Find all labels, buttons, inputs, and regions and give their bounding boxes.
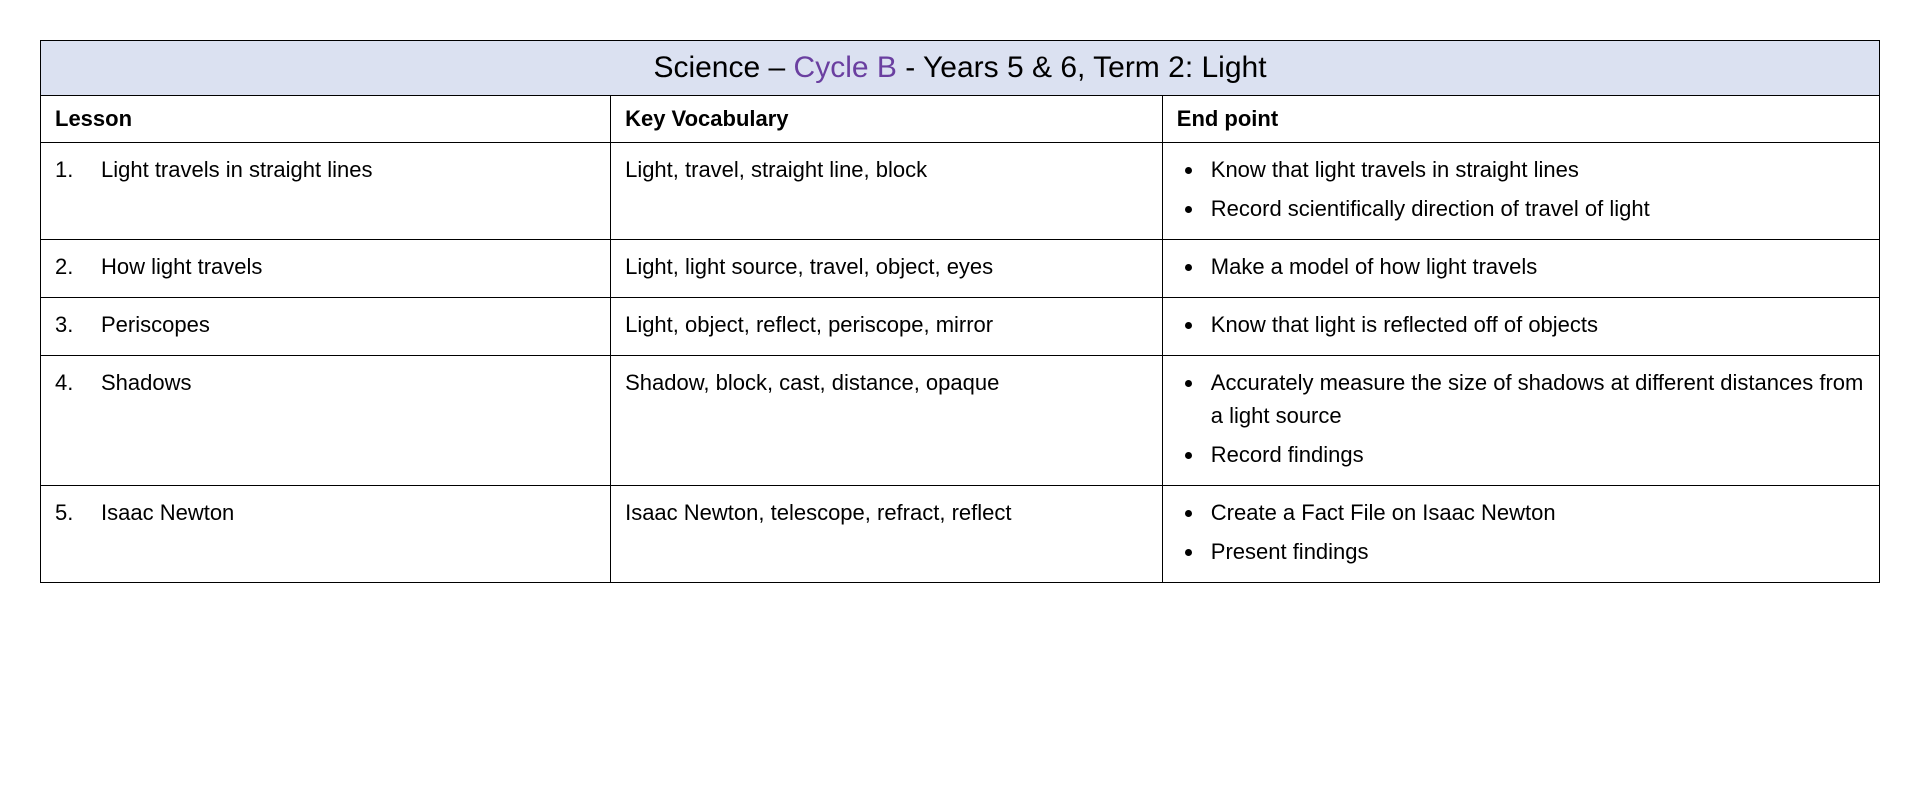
lesson-title: Shadows	[101, 366, 192, 399]
table-row: 5. Isaac Newton Isaac Newton, telescope, r…	[41, 486, 1880, 583]
endpoint-item: Know that light is reflected off of obje…	[1205, 308, 1865, 341]
lesson-title: How light travels	[101, 250, 262, 283]
endpoint-list: Know that light is reflected off of obje…	[1177, 308, 1865, 341]
endpoint-cell: Know that light travels in straight line…	[1162, 143, 1879, 240]
table-row: 2. How light travels Light, light source, …	[41, 240, 1880, 298]
lesson-cell: 4. Shadows	[41, 356, 611, 486]
endpoint-cell: Create a Fact File on Isaac Newton Presen…	[1162, 486, 1879, 583]
vocab-cell: Light, travel, straight line, block	[611, 143, 1163, 240]
title-suffix: - Years 5 & 6, Term 2: Light	[897, 51, 1267, 84]
endpoint-item: Create a Fact File on Isaac Newton	[1205, 496, 1865, 529]
column-header-lesson: Lesson	[41, 96, 611, 143]
curriculum-table: Science – Cycle B - Years 5 & 6, Term 2:…	[40, 40, 1880, 583]
lesson-cell: 2. How light travels	[41, 240, 611, 298]
table-row: 1. Light travels in straight lines Light, …	[41, 143, 1880, 240]
table-row: 4. Shadows Shadow, block, cast, distance, …	[41, 356, 1880, 486]
endpoint-list: Know that light travels in straight line…	[1177, 153, 1865, 225]
lesson-number: 5.	[55, 496, 83, 529]
lesson-number: 1.	[55, 153, 83, 186]
vocab-cell: Shadow, block, cast, distance, opaque	[611, 356, 1163, 486]
lesson-number: 3.	[55, 308, 83, 341]
column-header-vocab: Key Vocabulary	[611, 96, 1163, 143]
lesson-title: Light travels in straight lines	[101, 153, 372, 186]
endpoint-cell: Make a model of how light travels	[1162, 240, 1879, 298]
endpoint-item: Know that light travels in straight line…	[1205, 153, 1865, 186]
lesson-title: Isaac Newton	[101, 496, 234, 529]
table-title: Science – Cycle B - Years 5 & 6, Term 2:…	[41, 41, 1880, 96]
table-title-row: Science – Cycle B - Years 5 & 6, Term 2:…	[41, 41, 1880, 96]
lesson-number: 2.	[55, 250, 83, 283]
lesson-number: 4.	[55, 366, 83, 399]
endpoint-item: Record scientifically direction of trave…	[1205, 192, 1865, 225]
endpoint-item: Accurately measure the size of shadows a…	[1205, 366, 1865, 432]
lesson-cell: 1. Light travels in straight lines	[41, 143, 611, 240]
vocab-cell: Light, light source, travel, object, eye…	[611, 240, 1163, 298]
endpoint-item: Make a model of how light travels	[1205, 250, 1865, 283]
title-cycle: Cycle B	[794, 51, 897, 84]
lesson-cell: 3. Periscopes	[41, 298, 611, 356]
table-body: 1. Light travels in straight lines Light, …	[41, 143, 1880, 583]
endpoint-cell: Accurately measure the size of shadows a…	[1162, 356, 1879, 486]
table-row: 3. Periscopes Light, object, reflect, peri…	[41, 298, 1880, 356]
vocab-cell: Light, object, reflect, periscope, mirro…	[611, 298, 1163, 356]
vocab-cell: Isaac Newton, telescope, refract, reflec…	[611, 486, 1163, 583]
endpoint-cell: Know that light is reflected off of obje…	[1162, 298, 1879, 356]
column-header-endpoint: End point	[1162, 96, 1879, 143]
endpoint-list: Make a model of how light travels	[1177, 250, 1865, 283]
title-prefix: Science –	[653, 51, 793, 84]
endpoint-item: Present findings	[1205, 535, 1865, 568]
endpoint-item: Record findings	[1205, 438, 1865, 471]
endpoint-list: Create a Fact File on Isaac Newton Presen…	[1177, 496, 1865, 568]
lesson-cell: 5. Isaac Newton	[41, 486, 611, 583]
endpoint-list: Accurately measure the size of shadows a…	[1177, 366, 1865, 471]
table-header-row: Lesson Key Vocabulary End point	[41, 96, 1880, 143]
lesson-title: Periscopes	[101, 308, 210, 341]
